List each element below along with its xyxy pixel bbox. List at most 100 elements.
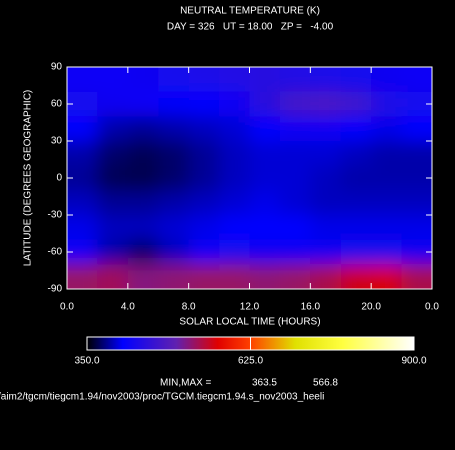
heat-cell: [158, 264, 190, 289]
x-tick-label: 20.0: [361, 302, 381, 313]
heat-cell: [127, 91, 159, 117]
heat-cell: [219, 215, 250, 241]
heat-cell: [219, 116, 250, 142]
heat-cell: [371, 190, 403, 216]
heat-cell: [249, 264, 281, 289]
heat-cell: [371, 91, 403, 117]
heat-cell: [219, 91, 250, 117]
heat-cell: [188, 264, 220, 289]
heat-cell: [340, 165, 372, 191]
heat-cell: [219, 165, 250, 191]
heat-cell: [340, 141, 372, 167]
y-tick-label: 30: [51, 136, 63, 147]
file-path: /aim2/tgcm/tiegcm1.94/nov2003/proc/TGCM.…: [0, 392, 324, 403]
heat-cell: [188, 116, 220, 142]
heat-cell: [340, 239, 372, 265]
x-tick-label: 16.0: [301, 302, 321, 313]
colorbar-tick-label: 625.0: [238, 356, 263, 367]
heat-cell: [401, 116, 432, 142]
heat-cell: [158, 116, 190, 142]
heat-cell: [97, 67, 129, 93]
heat-cell: [249, 215, 281, 241]
heat-cell: [97, 165, 129, 191]
heat-cell: [310, 239, 342, 265]
heat-cell: [158, 165, 190, 191]
colorbar-tick-label: 350.0: [74, 356, 99, 367]
heat-cell: [371, 67, 403, 93]
y-tick-label: -30: [48, 210, 63, 221]
heat-cell: [249, 165, 281, 191]
heat-cell: [97, 141, 129, 167]
heat-cell: [401, 141, 432, 167]
heat-cell: [127, 239, 159, 265]
heat-cell: [279, 67, 311, 93]
heat-cell: [340, 67, 372, 93]
heat-cell: [188, 190, 220, 216]
heat-cell: [67, 116, 98, 142]
x-axis-label: SOLAR LOCAL TIME (HOURS): [179, 317, 320, 328]
heat-cell: [401, 215, 432, 241]
heat-cell: [401, 190, 432, 216]
heat-cell: [340, 91, 372, 117]
heat-cell: [219, 264, 250, 289]
heat-cell: [279, 239, 311, 265]
heat-cell: [127, 215, 159, 241]
y-axis-label: LATITUDE (DEGREES GEOGRAPHIC): [23, 90, 34, 267]
heat-cell: [97, 264, 129, 289]
heat-cell: [310, 165, 342, 191]
heat-cell: [67, 67, 98, 93]
heat-cell: [279, 116, 311, 142]
y-tick-label: 60: [51, 99, 63, 110]
heat-cell: [401, 67, 432, 93]
heat-cell: [188, 239, 220, 265]
heat-cell: [371, 141, 403, 167]
heat-cell: [340, 190, 372, 216]
heat-cell: [97, 215, 129, 241]
x-tick-label: 0.0: [425, 302, 439, 313]
heat-cell: [127, 264, 159, 289]
heat-cell: [340, 116, 372, 142]
chart-subtitle: DAY = 326 UT = 18.00 ZP = -4.00: [167, 22, 334, 33]
minmax-label: MIN,MAX =: [160, 378, 212, 389]
heat-cell: [371, 215, 403, 241]
heat-cell: [188, 165, 220, 191]
heat-cell: [219, 190, 250, 216]
x-tick-label: 12.0: [240, 302, 260, 313]
heat-cell: [188, 141, 220, 167]
heat-cell: [67, 264, 98, 289]
heat-cell: [310, 190, 342, 216]
heat-cell: [310, 264, 342, 289]
heat-cell: [219, 239, 250, 265]
heat-cell: [371, 165, 403, 191]
heat-cell: [97, 190, 129, 216]
heat-cell: [67, 190, 98, 216]
heat-cell: [158, 141, 190, 167]
heat-cell: [67, 141, 98, 167]
heat-cell: [310, 215, 342, 241]
heat-cell: [127, 141, 159, 167]
heatmap-field: [67, 67, 432, 289]
heat-cell: [158, 91, 190, 117]
heat-cell: [310, 116, 342, 142]
heat-cell: [371, 239, 403, 265]
heatmap: [67, 67, 432, 289]
y-tick-label: 0: [56, 173, 62, 184]
heat-cell: [219, 141, 250, 167]
heat-cell: [249, 190, 281, 216]
heat-cell: [310, 141, 342, 167]
heat-cell: [249, 116, 281, 142]
y-tick-label: -90: [48, 284, 63, 295]
heat-cell: [279, 264, 311, 289]
max-value: 566.8: [313, 378, 338, 389]
heat-cell: [279, 165, 311, 191]
heat-cell: [279, 141, 311, 167]
heat-cell: [279, 215, 311, 241]
heat-cell: [340, 215, 372, 241]
heat-cell: [249, 91, 281, 117]
heat-cell: [127, 165, 159, 191]
heat-cell: [97, 116, 129, 142]
heat-cell: [219, 67, 250, 93]
heat-cell: [158, 190, 190, 216]
